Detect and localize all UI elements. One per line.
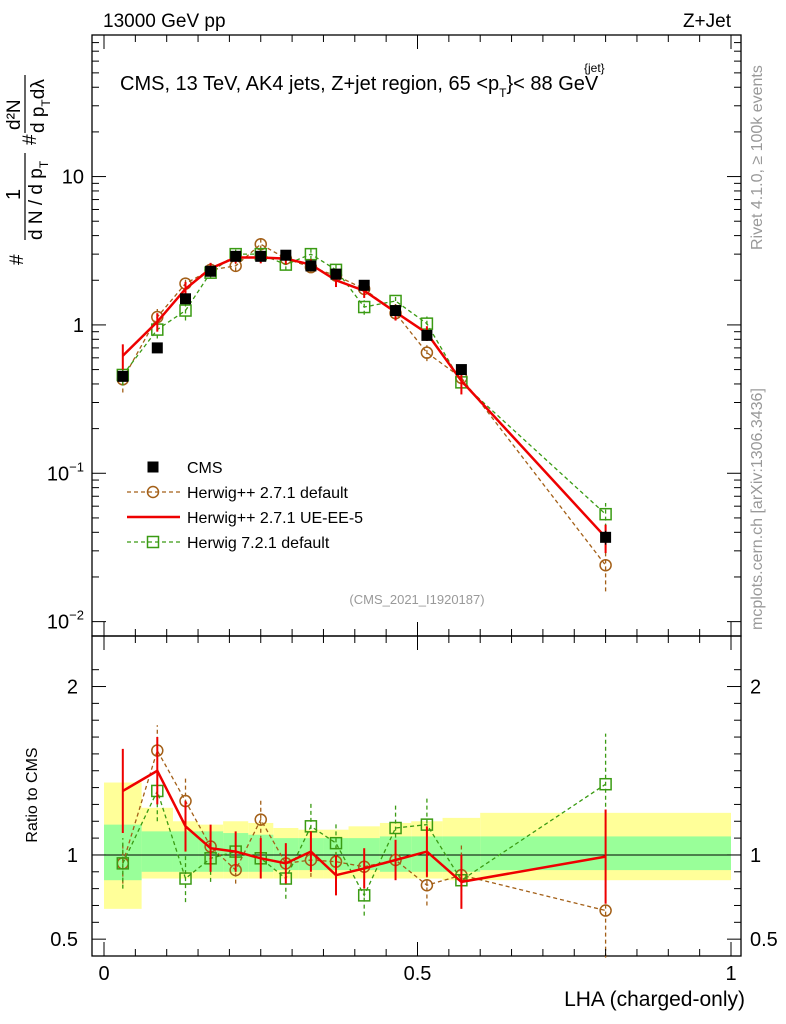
- legend: CMS Herwig++ 2.7.1 default Herwig++ 2.7.1 …: [127, 460, 363, 552]
- legend-label: Herwig++ 2.7.1 UE-EE-5: [187, 510, 363, 527]
- header-right: Z+Jet: [683, 11, 732, 32]
- data-point-ratio: [420, 879, 434, 892]
- ylabel-dlambda: dλ: [28, 79, 49, 100]
- data-point-main: [117, 370, 129, 382]
- data-point-ratio: [254, 813, 267, 826]
- data-point-main: [599, 507, 612, 521]
- y-axis-label: # 1 d N / d pT # d²N d pTdλ: [3, 75, 53, 265]
- data-point-main: [179, 304, 192, 317]
- legend-entry: CMS: [147, 460, 223, 477]
- ylabel-hash2: #: [20, 134, 41, 145]
- ylabel-denom: d N / d pT: [26, 160, 51, 240]
- x-tick-label: 0.5: [404, 963, 432, 985]
- series-line-ratio: [122, 768, 606, 884]
- analysis-id: (CMS_2021_I1920187): [349, 592, 484, 607]
- data-point-main: [600, 531, 612, 543]
- ratio-tick-label-left: 2: [67, 677, 78, 699]
- data-point-main: [230, 250, 242, 262]
- data-point-main: [421, 329, 433, 341]
- legend-entry: Herwig 7.2.1 default: [127, 535, 330, 552]
- data-point-ratio: [357, 889, 371, 902]
- legend-label: Herwig++ 2.7.1 default: [187, 485, 349, 502]
- series-line-ratio: [122, 783, 606, 897]
- y-tick-label: 10−1: [47, 459, 84, 485]
- data-point-main: [599, 558, 612, 572]
- x-tick-label: 0: [98, 963, 109, 985]
- ratio-tick-label-left: 1: [67, 845, 78, 867]
- ylabel-d2n: d²N: [4, 99, 25, 130]
- data-point-main: [330, 268, 342, 280]
- data-point-ratio: [389, 821, 402, 835]
- data-point-main: [390, 305, 402, 317]
- data-point-main: [358, 279, 370, 291]
- chart-title: CMS, 13 TeV, AK4 jets, Z+jet region, 65 …: [120, 73, 599, 100]
- ylabel-one: 1: [3, 189, 25, 200]
- series-line-main: [121, 256, 607, 539]
- ratio-tick-label-right: 0.5: [750, 929, 778, 951]
- legend-swatch-marker: [147, 461, 159, 473]
- ratio-tick-label-right: 2: [750, 677, 761, 699]
- y-tick-label-base: 10: [47, 612, 69, 634]
- mcplots-text: mcplots.cern.ch [arXiv:1306.3436]: [749, 388, 766, 630]
- ratio-tick-label-left: 0.5: [50, 929, 78, 951]
- legend-entry: Herwig++ 2.7.1 UE-EE-5: [127, 510, 363, 527]
- title-sub: T: [499, 86, 507, 100]
- data-point-main: [151, 342, 163, 354]
- ylabel-t1: T: [37, 160, 51, 168]
- ylabel-hash1: #: [7, 254, 28, 265]
- series-line-ratio: [122, 748, 606, 912]
- title-main: CMS, 13 TeV, AK4 jets, Z+jet region, 65 …: [120, 73, 499, 95]
- x-axis-label: LHA (charged-only): [564, 988, 745, 1011]
- data-point-main: [305, 260, 317, 272]
- data-point-ratio: [116, 857, 130, 870]
- ratio-tick-label-right: 1: [750, 845, 761, 867]
- data-point-main: [255, 250, 267, 262]
- y-tick-label-base: 10: [47, 463, 69, 485]
- data-point-main: [455, 364, 467, 376]
- legend-label: Herwig 7.2.1 default: [187, 535, 330, 552]
- ratio-bands: [104, 782, 731, 909]
- data-point-main: [180, 293, 192, 305]
- series-herwig-2-7-1-ue-ee-5: [121, 252, 607, 909]
- y-tick-label: 10: [62, 167, 84, 189]
- legend-swatch-marker: [146, 485, 160, 499]
- header-left: 13000 GeV pp: [103, 11, 226, 32]
- data-point-main: [280, 249, 292, 261]
- data-point-ratio: [599, 904, 612, 917]
- y-tick-label: 1: [73, 315, 84, 337]
- band-inner: [141, 831, 173, 872]
- series-cms: [117, 249, 612, 545]
- title-sup: {jet}: [584, 61, 605, 75]
- data-point-main: [205, 265, 217, 277]
- ratio-frame: [91, 635, 742, 957]
- ratio-y-label: Ratio to CMS: [24, 747, 41, 842]
- data-point-ratio: [599, 777, 612, 791]
- legend-entry: Herwig++ 2.7.1 default: [127, 485, 349, 502]
- y-tick-label-exp: −1: [69, 459, 84, 474]
- series-layer: [116, 237, 612, 958]
- data-point-main: [357, 300, 371, 314]
- legend-label: CMS: [187, 460, 223, 477]
- ylabel-dp: d pTdλ: [28, 79, 53, 133]
- title-tail: }< 88 GeV: [506, 73, 598, 95]
- ylabel-dp-text: d p: [28, 107, 49, 133]
- ylabel-t2: T: [39, 99, 53, 107]
- legend-swatch-marker: [146, 535, 160, 549]
- data-point-ratio: [329, 836, 343, 850]
- y-tick-label-exp: −2: [69, 608, 84, 623]
- rivet-text: Rivet 4.1.0, ≥ 100k events: [749, 65, 766, 250]
- y-tick-label: 10−2: [47, 608, 84, 634]
- x-tick-label: 1: [725, 963, 736, 985]
- ylabel-dn: d N / d p: [26, 168, 47, 240]
- data-point-main: [420, 346, 434, 359]
- data-point-ratio: [179, 872, 192, 885]
